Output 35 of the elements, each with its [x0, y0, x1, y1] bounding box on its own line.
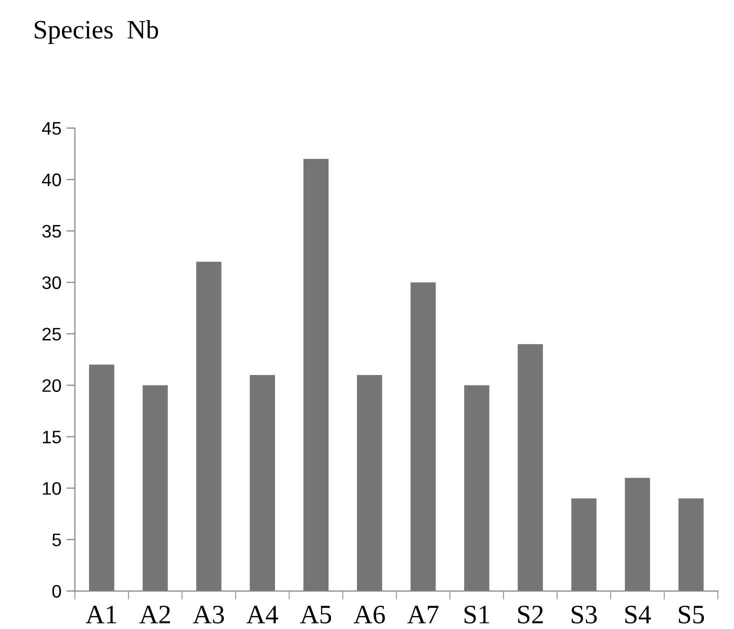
y-tick-label: 15 — [42, 430, 61, 444]
x-tick-label: S1 — [464, 606, 490, 624]
x-tick-label: S4 — [625, 606, 652, 624]
bar — [196, 262, 222, 592]
y-tick-label: 30 — [42, 276, 61, 290]
y-tick-label: 5 — [52, 534, 61, 546]
bar — [410, 282, 436, 592]
x-tick-label: S2 — [518, 606, 543, 624]
bar — [89, 364, 114, 592]
y-tick-label: 10 — [42, 482, 61, 495]
bar — [678, 498, 704, 592]
bar — [356, 374, 382, 592]
bar — [303, 158, 329, 592]
bar — [571, 498, 596, 592]
x-tick-label: A7 — [407, 606, 439, 624]
y-tick-label: 45 — [42, 122, 61, 135]
x-tick-label: A2 — [139, 606, 170, 624]
y-tick-label: 25 — [42, 328, 61, 341]
y-tick-label: 20 — [42, 379, 61, 392]
x-tick-label: A4 — [246, 606, 278, 624]
bar — [624, 478, 650, 592]
chart-title: Species Nb — [34, 20, 158, 44]
y-tick-label: 40 — [42, 173, 61, 186]
bar — [518, 344, 543, 592]
x-tick-label: S5 — [678, 606, 704, 624]
y-tick-label: 0 — [52, 584, 61, 598]
x-tick-label: A1 — [86, 606, 116, 624]
x-tick-label: A3 — [192, 606, 224, 624]
bar — [250, 374, 275, 592]
x-tick-label: A6 — [354, 606, 385, 624]
y-tick-label: 35 — [42, 224, 61, 238]
bar — [464, 385, 490, 592]
x-tick-label: S3 — [572, 606, 597, 624]
bar — [142, 385, 168, 592]
x-tick-label: A5 — [300, 606, 332, 624]
